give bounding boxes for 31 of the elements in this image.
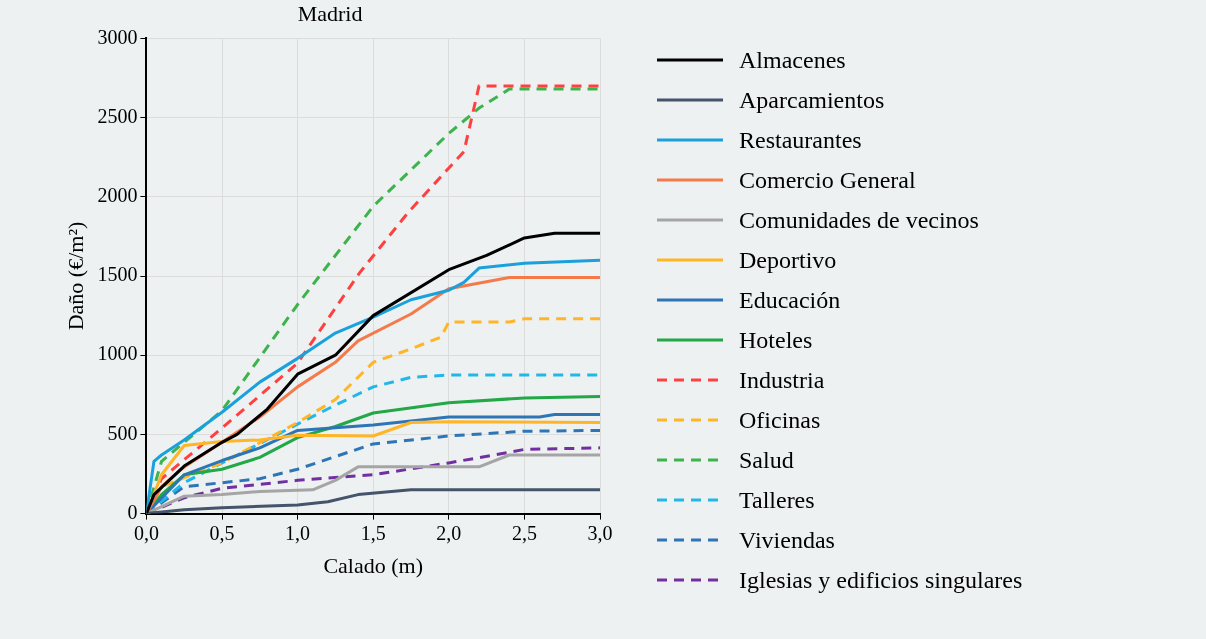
legend-label: Hoteles [739, 326, 813, 354]
legend-label: Iglesias y edificios singulares [739, 566, 1023, 594]
legend-label: Comunidades de vecinos [739, 206, 979, 234]
x-tick-label: 2,5 [511, 521, 537, 544]
y-tick-label: 0 [127, 500, 138, 523]
y-tick-label: 1500 [97, 263, 138, 286]
legend-label: Restaurantes [739, 126, 862, 154]
chart-title: Madrid [297, 0, 363, 26]
legend-label: Viviendas [739, 526, 835, 554]
x-tick-label: 0,5 [209, 521, 235, 544]
legend-label: Aparcamientos [739, 86, 885, 114]
x-axis-title: Calado (m) [323, 552, 423, 578]
y-tick-label: 2500 [97, 104, 138, 127]
x-tick-label: 3,0 [587, 521, 613, 544]
x-tick-label: 1,5 [360, 521, 386, 544]
y-tick-label: 3000 [97, 25, 138, 48]
legend-label: Talleres [739, 486, 815, 514]
legend-label: Industria [739, 366, 825, 394]
y-axis-title: Daño (€/m²) [62, 221, 88, 331]
legend-label: Comercio General [739, 166, 916, 194]
legend-label: Educación [739, 286, 841, 314]
y-tick-label: 1000 [97, 342, 138, 365]
legend-label: Salud [739, 446, 794, 474]
y-tick-label: 2000 [97, 184, 138, 207]
legend-label: Deportivo [739, 246, 837, 274]
x-tick-label: 2,0 [436, 521, 462, 544]
y-tick-label: 500 [107, 421, 138, 444]
legend-label: Oficinas [739, 406, 821, 434]
x-tick-label: 0,0 [133, 521, 159, 544]
x-tick-label: 1,0 [285, 521, 311, 544]
legend-label: Almacenes [739, 46, 846, 74]
